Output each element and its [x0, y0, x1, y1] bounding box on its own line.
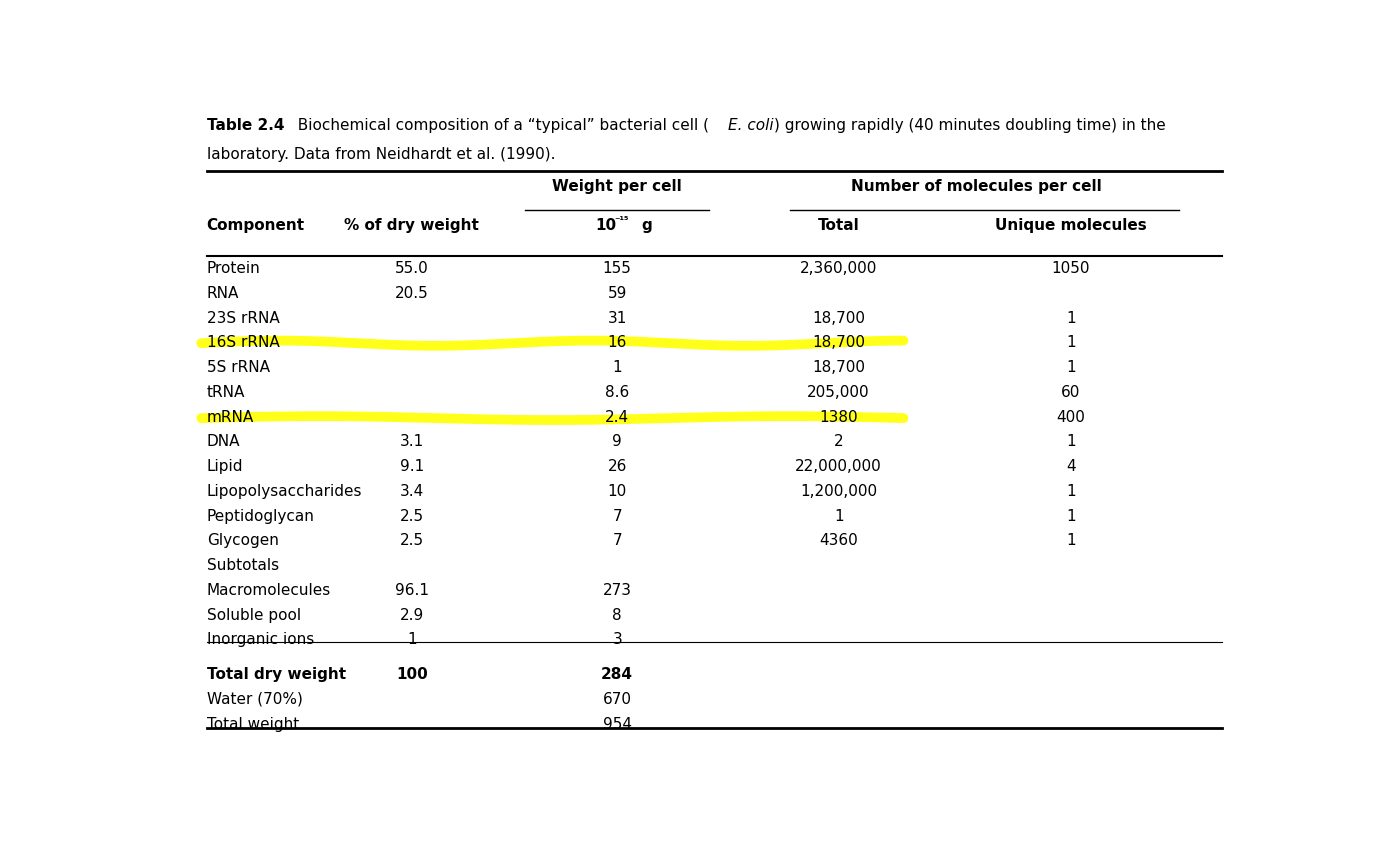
Text: Lipopolysaccharides: Lipopolysaccharides [206, 484, 362, 499]
Text: 670: 670 [602, 692, 631, 707]
Text: Peptidoglycan: Peptidoglycan [206, 508, 315, 524]
Text: 1: 1 [1066, 484, 1076, 499]
Text: Protein: Protein [206, 261, 261, 276]
Text: 18,700: 18,700 [813, 310, 866, 326]
Text: 1: 1 [1066, 360, 1076, 375]
Text: 9.1: 9.1 [400, 459, 424, 474]
Text: 9: 9 [612, 434, 622, 449]
Text: 1,200,000: 1,200,000 [800, 484, 877, 499]
Text: 18,700: 18,700 [813, 335, 866, 350]
Text: 4: 4 [1066, 459, 1076, 474]
Text: 2.9: 2.9 [400, 607, 424, 623]
Text: 8.6: 8.6 [605, 385, 629, 400]
Text: 100: 100 [396, 667, 428, 682]
Text: E. coli: E. coli [729, 118, 774, 133]
Text: 1: 1 [1066, 534, 1076, 548]
Text: 1: 1 [1066, 335, 1076, 350]
Text: 5S rRNA: 5S rRNA [206, 360, 269, 375]
Text: Total weight: Total weight [206, 717, 298, 732]
Text: 16: 16 [608, 335, 627, 350]
Text: 2,360,000: 2,360,000 [800, 261, 877, 276]
Text: 284: 284 [601, 667, 633, 682]
Text: 55.0: 55.0 [395, 261, 429, 276]
Text: ⁻¹⁵: ⁻¹⁵ [613, 217, 629, 226]
Text: 31: 31 [608, 310, 627, 326]
Text: 2.5: 2.5 [400, 534, 424, 548]
Text: tRNA: tRNA [206, 385, 245, 400]
Text: DNA: DNA [206, 434, 240, 449]
Text: 3.4: 3.4 [400, 484, 424, 499]
Text: 1: 1 [1066, 310, 1076, 326]
Text: 1050: 1050 [1051, 261, 1090, 276]
Text: 1380: 1380 [820, 409, 857, 425]
Text: 155: 155 [602, 261, 631, 276]
Text: 96.1: 96.1 [395, 583, 429, 598]
Text: 10: 10 [595, 218, 616, 233]
Text: 3: 3 [612, 633, 622, 647]
Text: RNA: RNA [206, 286, 238, 301]
Text: 7: 7 [612, 508, 622, 524]
Text: Water (70%): Water (70%) [206, 692, 302, 707]
Text: 20.5: 20.5 [395, 286, 429, 301]
Text: Number of molecules per cell: Number of molecules per cell [850, 179, 1101, 194]
Text: 3.1: 3.1 [400, 434, 424, 449]
Text: 1: 1 [834, 508, 843, 524]
Text: % of dry weight: % of dry weight [344, 218, 480, 233]
Text: 1: 1 [1066, 434, 1076, 449]
Text: 4360: 4360 [820, 534, 859, 548]
Text: laboratory. Data from Neidhardt et al. (1990).: laboratory. Data from Neidhardt et al. (… [206, 147, 555, 162]
Text: Weight per cell: Weight per cell [552, 179, 682, 194]
Text: 2.4: 2.4 [605, 409, 629, 425]
Text: mRNA: mRNA [206, 409, 254, 425]
Text: Biochemical composition of a “typical” bacterial cell (: Biochemical composition of a “typical” b… [287, 118, 708, 133]
Text: 10: 10 [608, 484, 627, 499]
Text: 8: 8 [612, 607, 622, 623]
Text: Subtotals: Subtotals [206, 558, 279, 574]
Text: 7: 7 [612, 534, 622, 548]
Text: g: g [641, 218, 652, 233]
Text: Lipid: Lipid [206, 459, 243, 474]
Text: 1: 1 [612, 360, 622, 375]
Text: 26: 26 [608, 459, 627, 474]
Text: ) growing rapidly (40 minutes doubling time) in the: ) growing rapidly (40 minutes doubling t… [774, 118, 1165, 133]
Text: 273: 273 [602, 583, 631, 598]
Text: 205,000: 205,000 [807, 385, 870, 400]
Text: 1: 1 [1066, 508, 1076, 524]
Text: 2: 2 [834, 434, 843, 449]
Text: Soluble pool: Soluble pool [206, 607, 301, 623]
Text: Component: Component [206, 218, 305, 233]
Text: 18,700: 18,700 [813, 360, 866, 375]
Text: Macromolecules: Macromolecules [206, 583, 330, 598]
Text: 23S rRNA: 23S rRNA [206, 310, 279, 326]
Text: 16S rRNA: 16S rRNA [206, 335, 279, 350]
Text: Total dry weight: Total dry weight [206, 667, 346, 682]
Text: Unique molecules: Unique molecules [995, 218, 1147, 233]
Text: Table 2.4: Table 2.4 [206, 118, 284, 133]
Text: 2.5: 2.5 [400, 508, 424, 524]
Text: 59: 59 [608, 286, 627, 301]
Text: Glycogen: Glycogen [206, 534, 279, 548]
Text: Total: Total [818, 218, 860, 233]
Text: 60: 60 [1061, 385, 1080, 400]
Text: 22,000,000: 22,000,000 [796, 459, 882, 474]
Text: 400: 400 [1057, 409, 1086, 425]
Text: 1: 1 [407, 633, 417, 647]
Text: Inorganic ions: Inorganic ions [206, 633, 314, 647]
Text: 954: 954 [602, 717, 631, 732]
